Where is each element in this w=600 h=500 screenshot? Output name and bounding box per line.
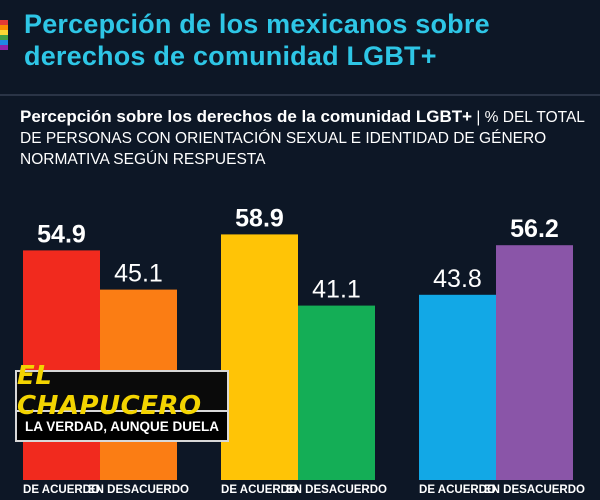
bar [221,234,298,480]
watermark-tagline: LA VERDAD, AUNQUE DUELA [15,410,229,442]
data-label: 56.2 [510,215,559,243]
rainbow-band [0,25,8,30]
bar [419,294,496,480]
chart-subtitle: Percepción sobre los derechos de la comu… [20,106,590,170]
rainbow-band [0,35,8,40]
category-label: DE ACUERDO [419,484,496,496]
category-label: DE ACUERDO [23,484,100,496]
divider [0,94,600,96]
category-label: EN DESACUERDO [88,484,189,496]
rainbow-band [0,45,8,50]
category-label: EN DESACUERDO [286,484,387,496]
chart-subtitle-rest: | % DEL TOTAL DE PERSONAS CON ORIENTACIÓ… [20,109,585,168]
data-label: 43.8 [433,265,482,293]
rainbow-band [0,30,8,35]
page-title: Percepción de los mexicanos sobre derech… [24,9,490,71]
watermark-stamp: EL CHAPUCERO LA VERDAD, AUNQUE DUELA [15,361,229,444]
category-label: DE ACUERDO [221,484,298,496]
data-label: 41.1 [312,276,361,304]
data-label: 54.9 [37,220,86,248]
rainbow-stripe [0,20,8,50]
rainbow-band [0,20,8,25]
category-label: EN DESACUERDO [484,484,585,496]
bar-group: 43.8 DE ACUERDO 56.2 EN DESACUERDO [419,215,585,496]
bar [496,245,573,480]
chart-subtitle-bold: Percepción sobre los derechos de la comu… [20,107,473,126]
bar [298,305,375,480]
watermark-name: EL CHAPUCERO [15,361,229,421]
bar-group: 54.9 DE ACUERDO 45.1 EN DESACUERDO [23,220,189,496]
data-label: 58.9 [235,204,284,232]
bar-group: 58.9 DE ACUERDO 41.1 EN DESACUERDO [221,204,387,496]
data-label: 45.1 [114,260,163,288]
rainbow-band [0,40,8,45]
